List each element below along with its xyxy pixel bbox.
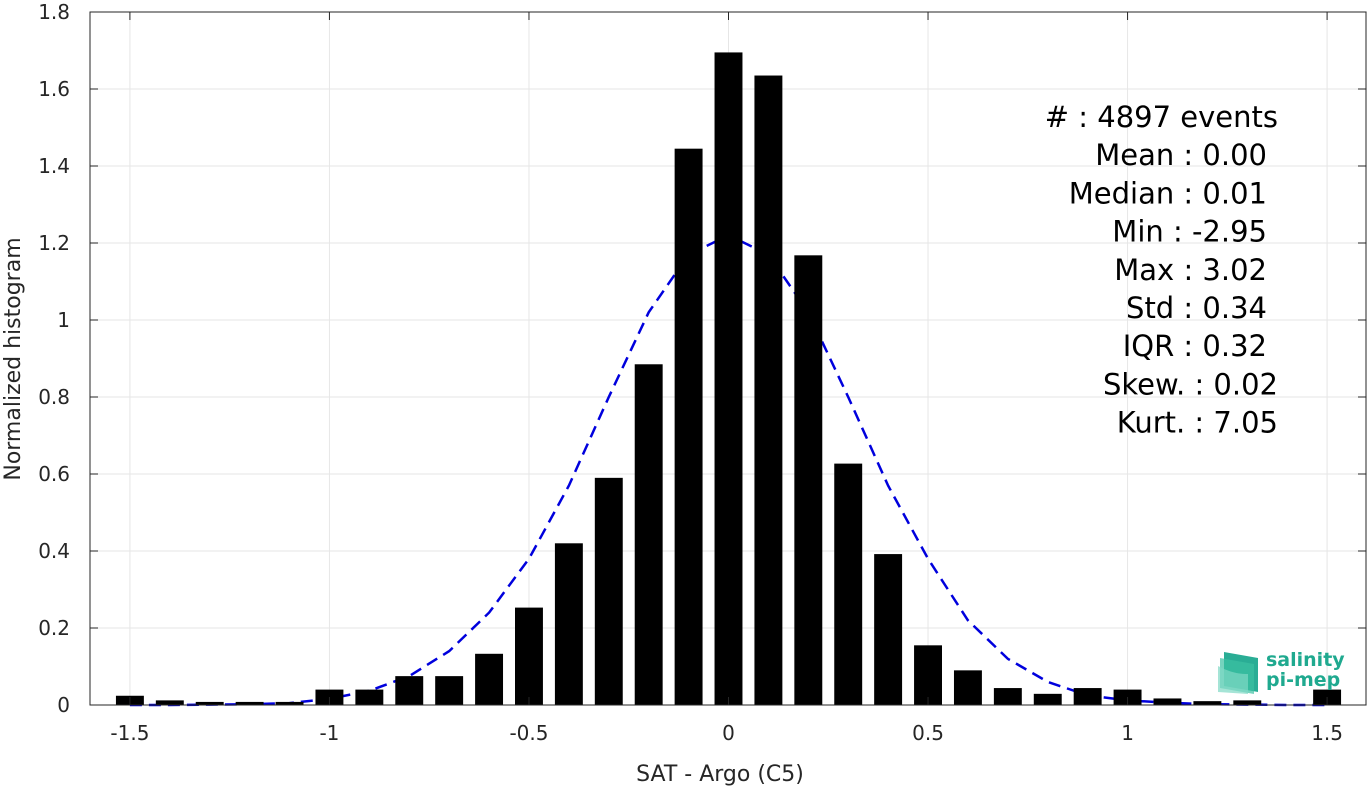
histogram-bar (275, 701, 304, 705)
histogram-bar (435, 676, 464, 705)
histogram-bar (993, 688, 1022, 705)
histogram-bar (475, 653, 504, 705)
y-tick-label: 0.4 (38, 539, 70, 563)
y-tick-label: 1 (57, 308, 70, 332)
x-tick-label: -1 (319, 721, 339, 745)
x-tick-label: 0.5 (912, 721, 944, 745)
y-tick-label: 0.2 (38, 616, 70, 640)
histogram-bar (594, 477, 623, 705)
x-axis-label: SAT - Argo (C5) (636, 762, 804, 787)
stat-line: Mean : 0.00 (1095, 138, 1267, 172)
histogram-bar (1193, 701, 1222, 705)
y-tick-label: 1.6 (38, 77, 70, 101)
histogram-bar (754, 75, 783, 705)
x-tick-label: 0 (722, 721, 735, 745)
histogram-bar (714, 52, 743, 706)
histogram-bar (1233, 700, 1262, 705)
histogram-bar (914, 645, 942, 705)
histogram-bar (1073, 688, 1102, 705)
stat-line: # : 4897 events (1045, 100, 1278, 134)
logo-wave-icon (1218, 652, 1258, 694)
y-tick-label: 0.8 (38, 385, 70, 409)
y-tick-label: 0 (57, 693, 70, 717)
histogram-bar (155, 700, 184, 705)
histogram-bar (674, 148, 703, 706)
histogram-bar (235, 701, 264, 705)
y-axis-label: Normalized histogram (1, 237, 26, 480)
histogram-bar (554, 543, 583, 705)
stat-line: Min : -2.95 (1112, 215, 1267, 249)
y-axis-ticks: 0 0.2 0.4 0.6 0.8 1 1.2 1.4 1.6 1.8 (38, 0, 1366, 717)
logo-line-salinity: salinity (1266, 649, 1345, 671)
histogram-bar (1153, 698, 1182, 705)
salinity-pi-mep-logo: salinity pi-mep (1218, 649, 1345, 694)
histogram-bar (1033, 693, 1062, 705)
stat-line: Kurt. : 7.05 (1117, 406, 1278, 440)
y-tick-label: 1.8 (38, 0, 70, 24)
x-tick-label: 1.5 (1311, 721, 1343, 745)
histogram-bar (634, 364, 663, 705)
stat-line: Median : 0.01 (1069, 176, 1267, 210)
histogram-bar (395, 676, 424, 705)
x-axis-ticks: -1.5 -1 -0.5 0 0.5 1 1.5 (110, 12, 1343, 745)
x-tick-label: -1.5 (110, 721, 149, 745)
stat-line: Max : 3.02 (1114, 253, 1267, 287)
y-tick-label: 1.4 (38, 154, 70, 178)
stat-line: Skew. : 0.02 (1103, 367, 1278, 401)
x-tick-label: 1 (1121, 721, 1134, 745)
statistics-annotation: # : 4897 events Mean : 0.00 Median : 0.01 M… (1045, 100, 1278, 440)
logo-line-pi-mep: pi-mep (1266, 669, 1340, 691)
histogram-bar (794, 255, 823, 705)
histogram-bar (834, 463, 863, 705)
histogram-bar (355, 689, 384, 705)
histogram-bar (874, 554, 903, 705)
histogram-bar (953, 670, 982, 705)
histogram-bar (515, 607, 543, 705)
y-tick-label: 1.2 (38, 231, 70, 255)
x-tick-label: -0.5 (509, 721, 548, 745)
stat-line: IQR : 0.32 (1123, 329, 1267, 363)
stat-line: Std : 0.34 (1126, 291, 1267, 325)
histogram-bar (195, 701, 224, 705)
y-tick-label: 0.6 (38, 462, 70, 486)
